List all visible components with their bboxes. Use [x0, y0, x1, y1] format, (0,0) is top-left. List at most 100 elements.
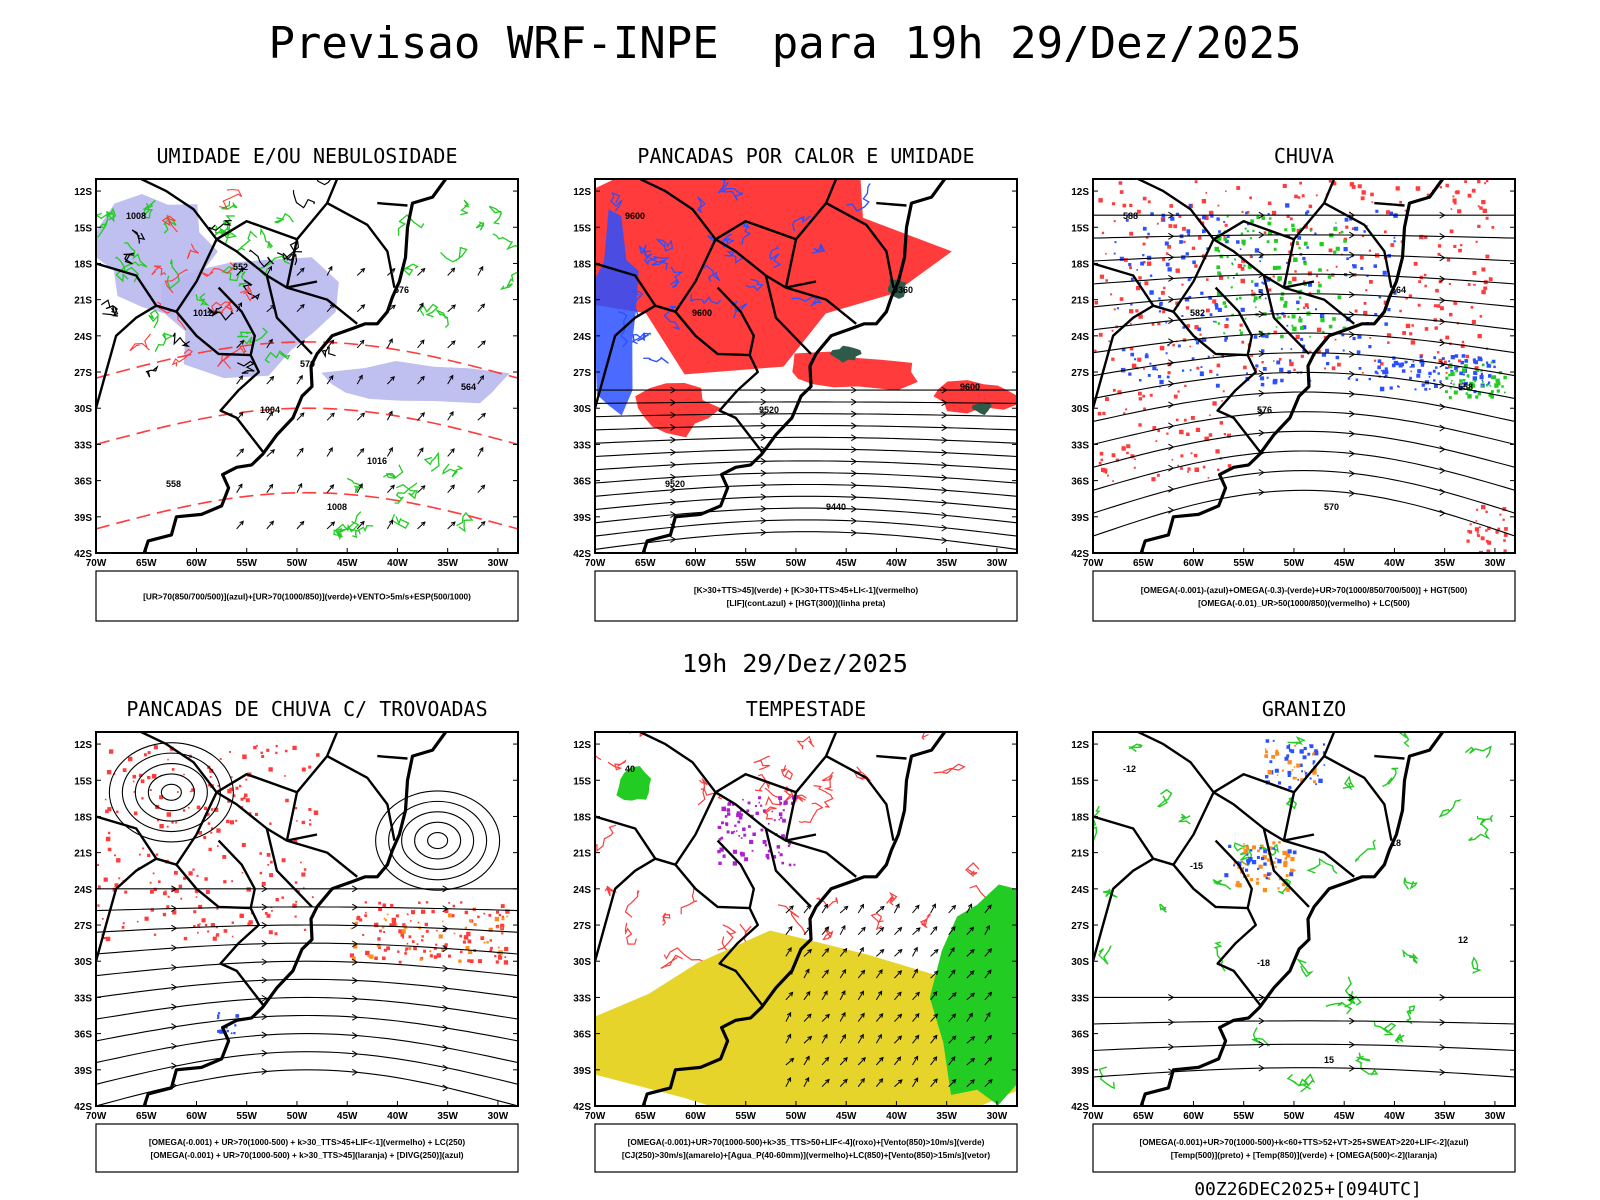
pressure-contour	[237, 360, 255, 374]
wind-vector-head	[390, 484, 395, 490]
map-frame	[95, 178, 519, 554]
stream-arrowhead	[1348, 311, 1356, 318]
lif-contour-blue	[638, 244, 652, 258]
wind-vector-head	[824, 1056, 830, 1062]
wind-vector	[326, 447, 333, 457]
humidity-contour-green	[419, 303, 439, 318]
humidity-contour-green	[400, 263, 419, 277]
wind-vector-head	[860, 1077, 865, 1083]
lat-tick-label: 42S	[1071, 1102, 1089, 1113]
map-area: 40	[595, 732, 1017, 1106]
wind-vector	[821, 990, 828, 1001]
wind-vector-head	[480, 520, 486, 526]
wind-vector	[912, 1056, 919, 1066]
wind-vector	[821, 904, 828, 914]
wind-vector	[875, 1013, 884, 1022]
wind-vector	[912, 969, 918, 979]
temp850-contour-green	[1158, 903, 1167, 913]
humidity-contour-green	[396, 483, 419, 500]
wind-vector-head	[420, 339, 425, 345]
wind-vector	[447, 375, 454, 385]
lon-tick-label: 35W	[437, 1111, 458, 1122]
wind-vector-head	[897, 1035, 903, 1041]
contour-label: 9520	[759, 405, 779, 415]
water-contour-red	[886, 891, 898, 906]
stream-arrowhead	[1168, 506, 1175, 514]
wind-vector	[948, 1013, 956, 1022]
wind-vector	[875, 949, 885, 957]
wind-vector-head	[915, 927, 921, 932]
stream-arrowhead	[1439, 275, 1446, 283]
stream-arrowhead	[261, 940, 268, 948]
border-line	[1093, 304, 1154, 409]
lat-tick-label: 33S	[1071, 993, 1089, 1004]
contour-label: -15	[1190, 861, 1203, 871]
stream-arrowhead	[1348, 410, 1356, 418]
stream-arrowhead	[1439, 382, 1446, 389]
wind-vector	[417, 376, 425, 385]
streamline-vortex	[401, 811, 475, 870]
wind-vector-head	[969, 970, 975, 975]
contour-label: 564	[1391, 285, 1406, 295]
stream-arrowhead	[1439, 318, 1446, 326]
stream-arrowhead	[670, 411, 677, 419]
wind-vector-head	[238, 411, 244, 417]
stream-arrowhead	[941, 449, 948, 457]
lat-tick-label: 12S	[74, 740, 92, 751]
lat-tick-label: 27S	[573, 921, 591, 932]
temp850-contour-green	[1098, 1066, 1116, 1090]
stream-arrowhead	[670, 461, 677, 469]
wind-vector-head	[913, 1077, 919, 1083]
wind-vector	[948, 926, 956, 935]
stream-arrowhead	[1348, 271, 1356, 279]
wind-vector	[948, 1035, 957, 1044]
stream-arrowhead	[1348, 993, 1356, 1001]
stream-arrowhead	[1348, 350, 1356, 358]
streamline-vortex	[427, 832, 449, 850]
temp850-contour-green	[1394, 1033, 1405, 1044]
wind-vector-head	[789, 905, 794, 911]
thickness-contour-red	[161, 215, 178, 233]
water-contour-red	[680, 886, 698, 915]
wind-vector	[984, 969, 992, 979]
stream-arrowhead	[760, 398, 767, 406]
wind-vector	[821, 1034, 828, 1044]
contour-label: 1016	[367, 456, 387, 466]
lon-tick-label: 60W	[1183, 1111, 1204, 1122]
lon-tick-label: 65W	[635, 558, 656, 569]
stream-arrowhead	[760, 410, 767, 418]
wind-vector-head	[987, 969, 992, 975]
wind-vector	[894, 991, 902, 1001]
wind-vector	[803, 1077, 810, 1087]
stream-arrowhead	[1258, 993, 1265, 1001]
wind-vector-head	[789, 1057, 795, 1063]
humidity-contour-green	[221, 200, 238, 210]
wind-vector-head	[300, 303, 305, 309]
wind-vector	[839, 925, 846, 935]
stream-arrowhead	[351, 1068, 359, 1076]
wind-vector-head	[481, 412, 486, 418]
wind-vector-head	[933, 970, 939, 976]
instability-area-red	[933, 380, 1017, 414]
lon-tick-label: 35W	[1434, 1111, 1455, 1122]
stream-arrowhead	[442, 885, 449, 893]
wind-vector	[785, 1034, 792, 1044]
wind-vector	[417, 339, 425, 349]
stream-arrowhead	[1439, 360, 1446, 368]
wind-vector	[821, 926, 829, 936]
wind-vector	[857, 1013, 865, 1022]
humidity-contour-green	[334, 511, 362, 534]
humidity-contour-green	[456, 511, 474, 533]
panel-umidade: UMIDADE E/OU NEBULOSIDADE100810121004100…	[74, 144, 519, 622]
lif-contour-blue	[791, 295, 823, 307]
temp850-contour-green	[1178, 813, 1191, 825]
wind-vector-head	[970, 992, 976, 998]
map-frame	[594, 731, 1018, 1107]
thickness-contour-red	[151, 265, 167, 276]
stream-arrowhead	[941, 424, 948, 432]
wind-vector-head	[879, 905, 885, 911]
wind-vector	[417, 268, 426, 276]
stream-arrowhead	[1348, 430, 1356, 438]
stream-arrowhead	[171, 1062, 178, 1070]
lon-tick-label: 30W	[987, 1111, 1008, 1122]
